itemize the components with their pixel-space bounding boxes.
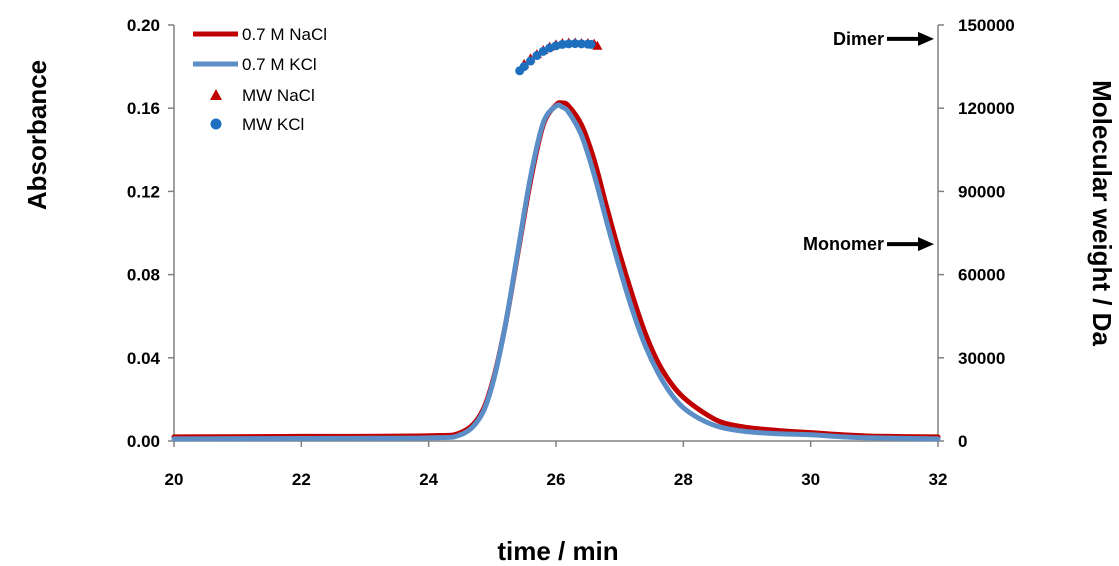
annotation-arrow-head — [918, 31, 934, 46]
x-tick-label: 26 — [547, 470, 566, 489]
y-tick-label: 0.12 — [127, 182, 160, 201]
mw-nacl-point — [592, 40, 603, 50]
mw-kcl-point — [586, 39, 596, 49]
annotation-label-0: Dimer — [833, 29, 884, 49]
annotation-label-1: Monomer — [803, 234, 884, 254]
x-tick-label: 22 — [292, 470, 311, 489]
annotation-arrow-head — [918, 237, 934, 252]
y2-tick-label: 30000 — [958, 349, 1005, 368]
legend-label-1: 0.7 M KCl — [242, 55, 317, 74]
legend-label-2: MW NaCl — [242, 86, 315, 105]
series-markers — [515, 37, 603, 76]
legend: 0.7 M NaCl 0.7 M KCl MW NaCl MW KCl — [193, 25, 327, 134]
y2-tick-label: 120000 — [958, 99, 1015, 118]
x-axis-title: time / min — [497, 536, 618, 566]
series-line-1 — [171, 102, 941, 442]
mw-kcl-point — [526, 56, 536, 66]
x-tick-label: 20 — [165, 470, 184, 489]
y2-axis-title: Molecular weight / Da — [1087, 80, 1117, 346]
x-tick-label: 24 — [419, 470, 438, 489]
mw-kcl-point — [564, 39, 574, 49]
mw-kcl-point — [519, 62, 529, 72]
y-tick-label: 0.16 — [127, 99, 160, 118]
y-tick-label: 0.00 — [127, 432, 160, 451]
y-tick-label: 0.04 — [127, 349, 161, 368]
x-tick-label: 28 — [674, 470, 693, 489]
y-tick-label: 0.20 — [127, 16, 160, 35]
mw-kcl-point — [576, 39, 586, 49]
series-lines — [171, 100, 941, 442]
annotations: Dimer Monomer — [803, 29, 934, 254]
x-tick-label: 32 — [929, 470, 948, 489]
legend-label-0: 0.7 M NaCl — [242, 25, 327, 44]
y2-tick-label: 60000 — [958, 266, 1005, 285]
legend-swatch-3 — [210, 118, 222, 130]
legend-swatch-2 — [210, 89, 222, 100]
x-tick-label: 30 — [801, 470, 820, 489]
legend-label-3: MW KCl — [242, 115, 304, 134]
ticks: 20 22 24 26 28 30 32 0.00 0.04 0.08 0.12 0.16 0.20 0 3… — [127, 16, 1015, 489]
mw-kcl-point — [570, 39, 580, 49]
y-axis-title: Absorbance — [22, 60, 52, 210]
y2-tick-label: 90000 — [958, 182, 1005, 201]
y-tick-label: 0.08 — [127, 266, 160, 285]
y2-tick-label: 150000 — [958, 16, 1015, 35]
y2-tick-label: 0 — [958, 432, 967, 451]
mw-kcl-point — [532, 51, 542, 61]
series-line-0 — [171, 100, 941, 440]
